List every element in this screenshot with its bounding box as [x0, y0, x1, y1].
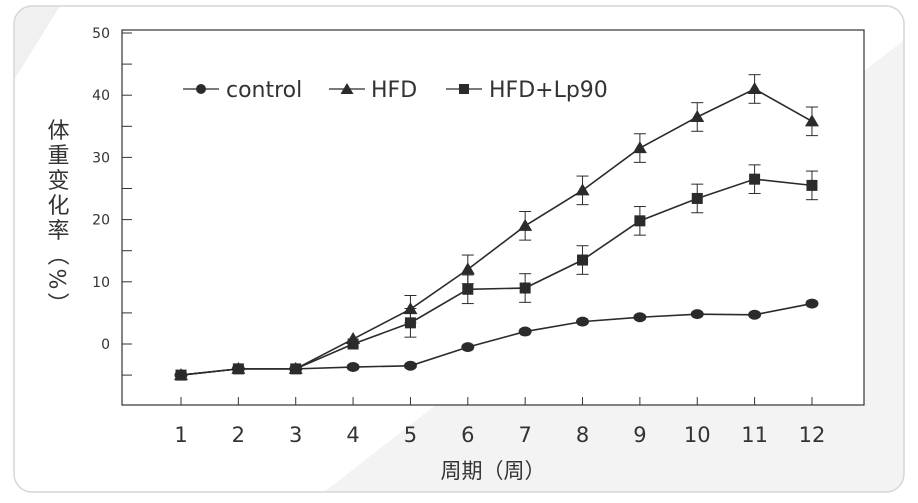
data-point-hfd-lp90: [634, 215, 646, 227]
legend-label-hfd-lp90: HFD+Lp90: [489, 78, 608, 103]
legend-item-control: control: [183, 78, 302, 103]
x-tick-label: 6: [461, 423, 474, 447]
data-point-hfd-lp90: [749, 173, 761, 185]
data-point-control: [690, 309, 704, 320]
data-point-control: [346, 362, 360, 373]
y-tick-label: 50: [92, 26, 110, 42]
legend-label-control: control: [226, 78, 302, 103]
plot-area: [121, 29, 865, 406]
data-point-control: [518, 326, 532, 337]
x-tick-label: 10: [684, 423, 711, 447]
series-layer: [174, 74, 819, 381]
data-point-hfd-lp90: [347, 338, 359, 350]
y-tick-label: 30: [92, 150, 110, 166]
data-point-hfd-lp90: [404, 317, 416, 329]
x-tick-label: 7: [518, 423, 531, 447]
legend-item-hfd-lp90: HFD+Lp90: [446, 78, 608, 103]
data-point-hfd-lp90: [806, 179, 818, 191]
data-point-hfd: [747, 81, 762, 94]
data-point-hfd-lp90: [175, 369, 187, 381]
card-border: [13, 5, 905, 493]
legend-item-hfd: HFD: [329, 78, 417, 103]
data-point-hfd-lp90: [462, 283, 474, 295]
data-point-hfd-lp90: [691, 192, 703, 204]
data-point-hfd-lp90: [290, 363, 302, 375]
x-tick-label: 2: [232, 423, 245, 447]
legend-square-marker: [459, 84, 469, 94]
x-tick-label: 5: [404, 423, 417, 447]
data-point-control: [633, 312, 647, 323]
data-point-hfd-lp90: [232, 363, 244, 375]
data-point-hfd: [690, 109, 705, 122]
data-point-control: [576, 316, 590, 327]
x-tick-label: 9: [633, 423, 646, 447]
data-point-control: [805, 298, 819, 309]
x-tick-label: 3: [289, 423, 302, 447]
legend-label-hfd: HFD: [371, 78, 417, 103]
x-tick-label: 4: [346, 423, 359, 447]
data-point-hfd: [632, 141, 647, 154]
y-tick-label: 10: [92, 275, 110, 291]
legend-circle-marker: [196, 84, 206, 94]
x-tick-label: 12: [799, 423, 826, 447]
x-tick-label: 8: [576, 423, 589, 447]
x-axis-title: 周期（周）: [441, 459, 546, 483]
y-tick-label: 40: [92, 88, 110, 104]
legend-triangle-marker: [340, 83, 354, 94]
data-point-control: [461, 342, 475, 353]
data-point-control: [403, 360, 417, 371]
data-point-hfd-lp90: [519, 282, 531, 294]
data-point-hfd: [460, 262, 475, 275]
series-hfd-lp90: [175, 164, 818, 381]
y-tick-label: 20: [92, 213, 110, 229]
data-point-hfd: [804, 114, 819, 127]
y-tick-label: 0: [101, 337, 110, 353]
legend: control HFD HFD+Lp90: [183, 78, 608, 103]
x-tick-label: 1: [174, 423, 187, 447]
data-point-hfd: [518, 218, 533, 231]
series-line-hfd-lp90: [180, 178, 813, 376]
data-point-hfd: [575, 183, 590, 196]
data-point-control: [748, 309, 762, 320]
y-axis-title: 体重变化率（%）: [44, 119, 70, 318]
data-point-hfd-lp90: [577, 254, 589, 266]
x-tick-label: 11: [741, 423, 768, 447]
